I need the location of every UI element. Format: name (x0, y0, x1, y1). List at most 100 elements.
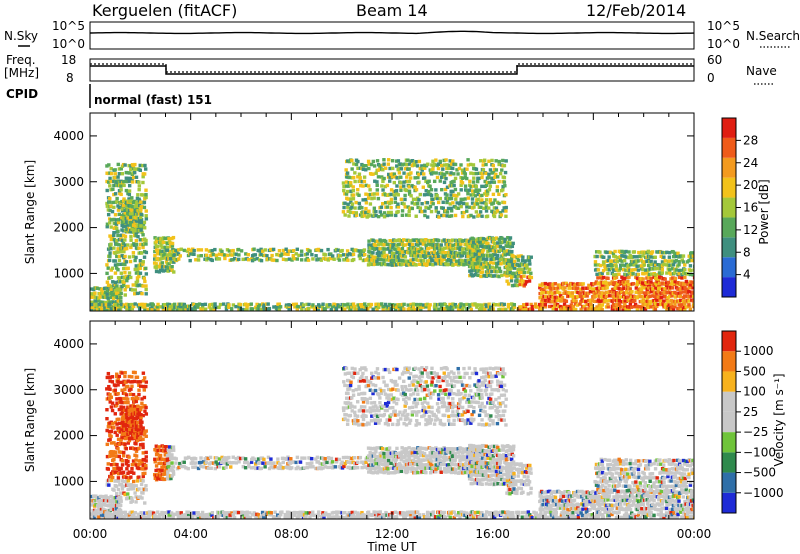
heatmap-cell (124, 302, 129, 307)
heatmap-cell (488, 198, 493, 202)
heatmap-cell (543, 281, 548, 286)
heatmap-cell (137, 392, 141, 397)
heatmap-cell (688, 280, 692, 284)
heatmap-cell (116, 376, 120, 381)
heatmap-cell (492, 214, 497, 219)
heatmap-cell (109, 449, 113, 454)
heatmap-cell (613, 286, 617, 290)
heatmap-cell (113, 288, 117, 293)
heatmap-cell (455, 194, 459, 198)
heatmap-cell (126, 487, 130, 492)
heatmap-cell (627, 275, 631, 279)
heatmap-cell (438, 159, 442, 164)
heatmap-cell (291, 302, 296, 307)
heatmap-cell (371, 255, 375, 259)
heatmap-cell (604, 290, 609, 295)
heatmap-cell (475, 202, 480, 206)
heatmap-cell (487, 206, 491, 210)
power-colorbar-label: Power [dB] (757, 179, 771, 244)
heatmap-cell (126, 492, 130, 496)
heatmap-cell (163, 477, 167, 481)
heatmap-cell (137, 274, 141, 279)
heatmap-cell (501, 158, 505, 163)
heatmap-cell (144, 217, 149, 221)
heatmap-cell (214, 456, 219, 460)
heatmap-cell (598, 286, 602, 290)
heatmap-cell (170, 474, 174, 478)
heatmap-cell (139, 220, 143, 225)
heatmap-cell (373, 243, 378, 247)
heatmap-cell (470, 201, 475, 205)
heatmap-cell (311, 465, 315, 469)
heatmap-cell (473, 194, 478, 198)
heatmap-cell (121, 241, 126, 246)
heatmap-cell (351, 188, 356, 193)
heatmap-cell (366, 263, 371, 267)
heatmap-cell (90, 292, 94, 296)
heatmap-cell (442, 257, 446, 262)
heatmap-cell (120, 254, 124, 258)
heatmap-cell (120, 459, 125, 463)
heatmap-cell (277, 302, 281, 306)
heatmap-cell (449, 196, 454, 201)
heatmap-cell (95, 304, 100, 309)
heatmap-cell (262, 305, 266, 309)
heatmap-cell (589, 302, 593, 306)
heatmap-cell (224, 465, 228, 470)
heatmap-cell (311, 303, 315, 307)
heatmap-cell (659, 299, 663, 303)
heatmap-cell (401, 250, 405, 254)
heatmap-cell (131, 419, 136, 424)
heatmap-cell (142, 205, 147, 210)
heatmap-cell (400, 305, 405, 309)
heatmap-cell (160, 465, 164, 469)
heatmap-cell (116, 466, 120, 470)
heatmap-cell (414, 263, 418, 267)
heatmap-cell (433, 302, 437, 307)
heatmap-cell (673, 279, 677, 284)
heatmap-cell (109, 218, 113, 222)
heatmap-cell (157, 445, 161, 449)
heatmap-cell (346, 253, 350, 257)
heatmap-cell (250, 258, 255, 263)
heatmap-cell (126, 243, 130, 247)
heatmap-cell (539, 299, 544, 304)
heatmap-cell (374, 470, 378, 474)
heatmap-cell (463, 197, 467, 201)
heatmap-cell (449, 243, 453, 247)
heatmap-cell (614, 272, 618, 277)
heatmap-cell (676, 287, 680, 291)
heatmap-cell (689, 268, 693, 273)
heatmap-cell (131, 304, 136, 309)
heatmap-cell (427, 242, 431, 246)
heatmap-cell (138, 271, 143, 275)
heatmap-cell (434, 196, 438, 200)
heatmap-cell (334, 247, 339, 252)
heatmap-cell (361, 198, 365, 202)
heatmap-cell (638, 254, 642, 259)
heatmap-cell (428, 303, 432, 307)
heatmap-cell (130, 499, 135, 503)
heatmap-cell (434, 262, 438, 266)
heatmap-cell (170, 241, 175, 246)
heatmap-cell (116, 179, 120, 183)
heatmap-cell (404, 188, 409, 193)
heatmap-cell (117, 172, 122, 176)
heatmap-cell (360, 460, 364, 464)
heatmap-cell (371, 466, 375, 470)
heatmap-cell (171, 448, 176, 452)
heatmap-cell (663, 287, 667, 291)
heatmap-cell (156, 307, 160, 311)
heatmap-cell (374, 213, 378, 218)
heatmap-cell (678, 294, 683, 299)
heatmap-cell (238, 304, 242, 309)
heatmap-cell (130, 463, 135, 467)
heatmap-cell (388, 166, 392, 171)
heatmap-cell (670, 294, 674, 298)
heatmap-cell (493, 253, 497, 257)
heatmap-cell (673, 271, 677, 275)
heatmap-cell (142, 226, 147, 230)
heatmap-cell (182, 460, 186, 464)
heatmap-cell (138, 435, 143, 440)
heatmap-cell (346, 202, 350, 206)
